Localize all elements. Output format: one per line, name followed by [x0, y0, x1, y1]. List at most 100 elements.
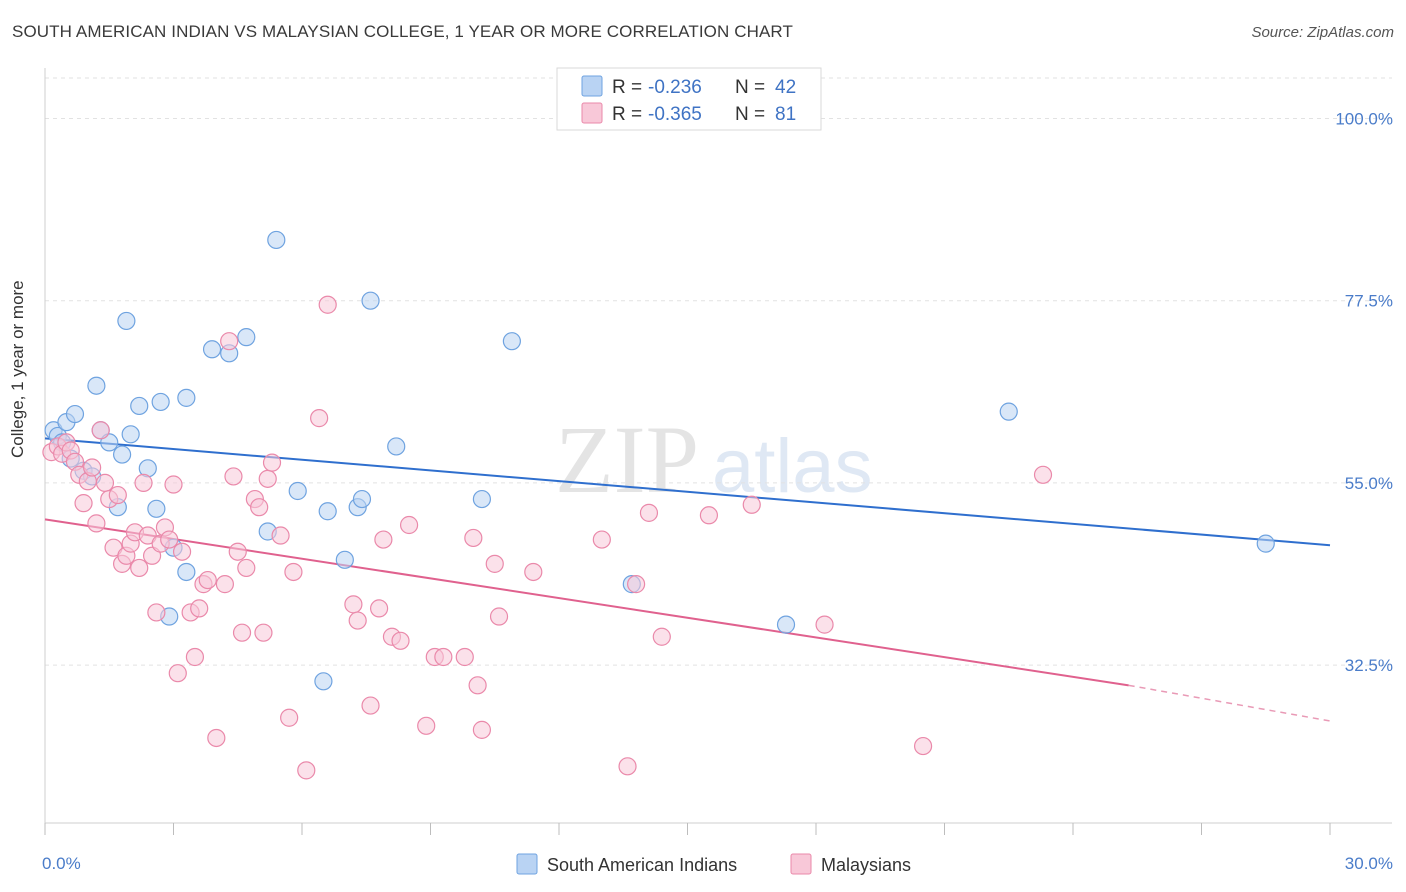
watermark-atlas: atlas	[712, 424, 873, 509]
point-0-18	[151, 392, 170, 412]
point-1-40	[228, 542, 247, 561]
bottom-legend-label-south-american-indians: South American Indians	[547, 855, 737, 875]
point-1-21	[134, 473, 153, 492]
grid-lines	[45, 77, 1392, 666]
trend-line-south-american-indians	[44, 437, 1331, 547]
point-1-67	[468, 676, 487, 695]
point-1-79	[815, 615, 834, 634]
point-1-32	[185, 647, 205, 667]
point-1-7	[74, 494, 93, 513]
point-1-46	[258, 469, 277, 488]
point-1-66	[464, 528, 483, 548]
watermark: ZIP atlas	[555, 406, 873, 513]
point-1-78	[742, 495, 761, 514]
point-1-55	[348, 611, 367, 630]
legend-r-label-1: R =	[612, 77, 642, 98]
point-1-60	[391, 631, 410, 650]
point-1-9	[83, 458, 102, 477]
chart-title: SOUTH AMERICAN INDIAN VS MALAYSIAN COLLE…	[12, 22, 793, 41]
point-1-45	[254, 623, 273, 642]
point-1-76	[652, 627, 671, 646]
bottom-legend-swatch-south-american-indians	[516, 853, 538, 875]
point-1-29	[168, 664, 187, 683]
legend-n-label-2: N =	[735, 104, 765, 125]
point-0-12	[112, 445, 132, 464]
point-0-39	[776, 615, 796, 634]
point-1-75	[639, 503, 659, 522]
point-1-61	[399, 515, 419, 535]
point-1-68	[472, 720, 491, 739]
point-1-33	[190, 599, 209, 618]
point-0-13	[117, 311, 136, 331]
point-1-44	[250, 498, 269, 517]
legend-r-value-2: -0.365	[648, 104, 702, 125]
point-0-36	[472, 489, 491, 509]
point-0-8	[87, 376, 106, 395]
point-1-30	[172, 542, 192, 561]
point-0-15	[130, 396, 149, 416]
point-1-56	[361, 696, 380, 715]
point-1-50	[284, 562, 303, 582]
point-1-22	[138, 526, 157, 545]
y-tick-label-2: 77.5%	[1345, 292, 1393, 311]
y-tick-labels: 32.5% 55.0% 77.5% 100.0%	[1335, 109, 1393, 675]
trend-lines	[44, 437, 1331, 722]
x-tick-label-max: 30.0%	[1345, 854, 1393, 873]
point-0-5	[65, 404, 85, 424]
point-1-72	[592, 530, 611, 549]
axes	[44, 68, 1392, 835]
trend-line-malaysians-extension	[1128, 684, 1331, 722]
point-1-62	[417, 716, 436, 735]
y-tick-label-3: 100.0%	[1335, 109, 1393, 128]
point-1-37	[215, 575, 234, 594]
point-0-37	[502, 332, 521, 351]
point-1-20	[130, 558, 149, 578]
point-1-39	[224, 467, 243, 486]
point-1-14	[104, 538, 123, 557]
legend-r-label-2: R =	[612, 104, 642, 125]
point-0-40	[999, 402, 1018, 421]
legend-n-value-1: 42	[775, 77, 796, 98]
point-1-11	[91, 421, 110, 440]
point-0-33	[352, 489, 372, 509]
point-1-48	[271, 526, 290, 545]
point-1-64	[434, 647, 453, 667]
point-0-17	[147, 499, 166, 518]
point-1-53	[318, 295, 337, 314]
point-1-28	[164, 475, 183, 494]
point-1-70	[489, 607, 509, 626]
series-points-1	[42, 295, 1053, 780]
point-1-80	[913, 736, 933, 756]
y-tick-label-0: 32.5%	[1345, 656, 1393, 675]
point-0-35	[387, 437, 406, 456]
point-1-36	[207, 728, 226, 748]
point-1-49	[280, 708, 299, 727]
legend-r-value-1: -0.236	[648, 77, 702, 98]
legend-bottom: South American Indians Malaysians	[516, 853, 911, 875]
watermark-zip: ZIP	[555, 406, 699, 513]
point-0-34	[361, 291, 380, 310]
trend-line-malaysians	[44, 518, 1129, 687]
point-1-74	[626, 575, 646, 594]
point-1-52	[310, 409, 329, 428]
point-0-21	[177, 388, 196, 407]
point-1-38	[220, 332, 239, 351]
point-1-54	[344, 595, 363, 614]
point-1-24	[147, 603, 166, 622]
legend-n-label-1: N =	[735, 77, 765, 98]
y-tick-label-1: 55.0%	[1345, 474, 1393, 493]
source-label: Source: ZipAtlas.com	[1251, 24, 1394, 41]
point-0-41	[1256, 534, 1275, 553]
point-1-77	[699, 506, 719, 525]
bottom-legend-label-malaysians: Malaysians	[821, 855, 911, 875]
point-1-69	[485, 554, 504, 573]
x-tick-labels: 0.0% 30.0%	[42, 854, 1393, 873]
point-0-28	[288, 481, 307, 501]
point-1-57	[370, 599, 389, 618]
point-1-51	[297, 761, 316, 780]
point-0-27	[267, 230, 286, 250]
point-1-12	[95, 473, 115, 492]
point-1-58	[374, 530, 393, 549]
legend-swatch-malaysians	[581, 102, 603, 124]
point-0-23	[202, 340, 222, 359]
